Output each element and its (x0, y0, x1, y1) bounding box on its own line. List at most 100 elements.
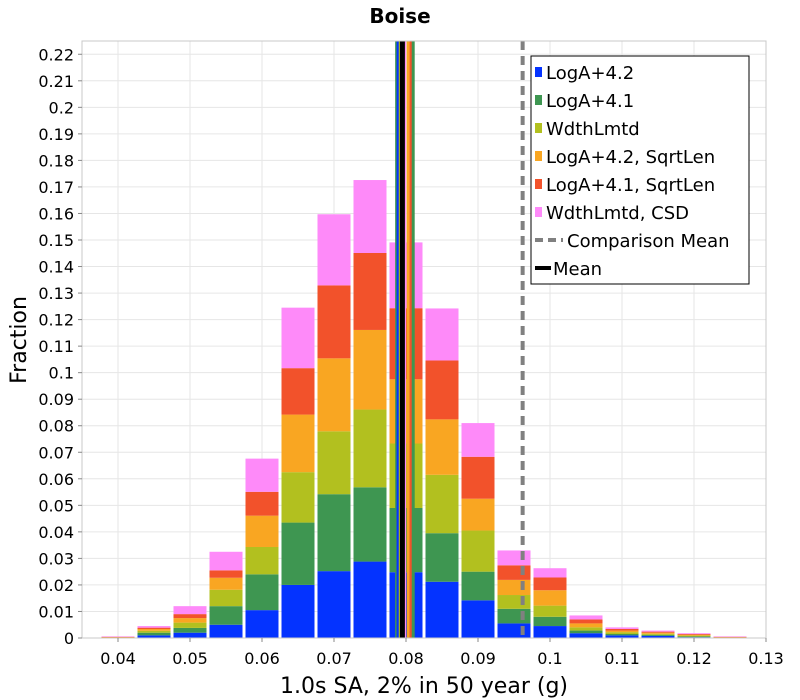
x-tick-label: 0.07 (316, 649, 352, 668)
bar-segment (641, 634, 675, 636)
bar-segment (317, 571, 351, 638)
x-tick-label: 0.11 (604, 649, 640, 668)
legend-label: Mean (553, 259, 602, 280)
mean-lines (395, 41, 525, 638)
y-tick-label: 0.09 (38, 390, 74, 409)
bar-segment (641, 633, 675, 635)
bar-segment (605, 630, 639, 633)
legend-swatch (535, 179, 542, 189)
bar-segment (461, 423, 495, 457)
y-tick-label: 0.1 (49, 364, 74, 383)
bar-segment (281, 307, 315, 369)
bar-segment (281, 414, 315, 473)
bar-segment (209, 589, 243, 607)
bar-segment (605, 635, 639, 638)
bar-segment (605, 627, 639, 629)
bar-segment (677, 633, 711, 635)
chart-title: Boise (369, 4, 430, 28)
legend-label: LogA+4.2 (546, 63, 634, 84)
x-tick-label: 0.06 (244, 649, 280, 668)
bar-segment (317, 431, 351, 495)
bar-segment (533, 577, 567, 591)
legend-label: LogA+4.1 (546, 91, 634, 112)
x-tick-label: 0.04 (100, 649, 136, 668)
y-tick-label: 0.19 (38, 125, 74, 144)
y-tick-label: 0.17 (38, 178, 74, 197)
y-tick-label: 0.21 (38, 72, 74, 91)
bar-segment (677, 634, 711, 635)
y-tick-label: 0.01 (38, 602, 74, 621)
x-tick-label: 0.05 (172, 649, 208, 668)
y-tick-label: 0 (64, 629, 74, 648)
bar-segment (173, 627, 207, 633)
bar-segment (497, 565, 531, 580)
bar-segment (317, 214, 351, 286)
bar-segment (209, 570, 243, 578)
bar-segment (317, 494, 351, 572)
bar-segment (173, 614, 207, 619)
bar-segment (641, 630, 675, 632)
bar-segment (497, 595, 531, 609)
bar-segment (425, 308, 459, 361)
bar-segment (281, 472, 315, 523)
bar-segment (353, 409, 387, 488)
legend-swatch (535, 207, 542, 217)
bar-segment (461, 600, 495, 638)
bar-segment (245, 491, 279, 516)
legend: LogA+4.2 LogA+4.1 WdthLmtd LogA+4.2, SqrtLe… (530, 55, 750, 285)
y-tick-label: 0.13 (38, 284, 74, 303)
y-tick-label: 0.03 (38, 549, 74, 568)
bar-segment (461, 498, 495, 531)
bar-segment (353, 329, 387, 410)
bar-segment (569, 619, 603, 624)
bar-segment (533, 616, 567, 627)
legend-swatch (535, 151, 542, 161)
bar-segment (245, 458, 279, 492)
x-tick-label: 0.12 (676, 649, 712, 668)
plot-frame (81, 40, 767, 639)
legend-label: WdthLmtd (546, 119, 640, 140)
bar-segment (353, 253, 387, 330)
bar-segment (677, 635, 711, 637)
bar-segment (605, 634, 639, 636)
bar-segment (353, 487, 387, 562)
y-tick-label: 0.05 (38, 496, 74, 515)
bar-segment (641, 635, 675, 638)
bar-segment (281, 368, 315, 415)
y-tick-label: 0.07 (38, 443, 74, 462)
bar-segment (533, 626, 567, 638)
bar-segment (173, 606, 207, 615)
bar-segment (245, 546, 279, 575)
y-tick-label: 0.12 (38, 311, 74, 330)
bar-segment (317, 285, 351, 359)
bar-segment (137, 630, 171, 633)
legend-box (530, 55, 750, 285)
bar-segment (209, 624, 243, 638)
bar-segment (173, 632, 207, 638)
bar-segment (569, 630, 603, 634)
bar-segment (425, 533, 459, 582)
legend-swatch (535, 123, 542, 133)
bar-segment (569, 627, 603, 631)
legend-label: WdthLmtd, CSD (546, 203, 689, 224)
bar-segment (569, 615, 603, 620)
bar-segment (677, 636, 711, 638)
y-tick-label: 0.04 (38, 523, 74, 542)
bar-segment (173, 618, 207, 623)
legend-swatch (535, 67, 542, 77)
bar-segment (425, 474, 459, 534)
bars (101, 180, 747, 639)
bar-segment (101, 637, 135, 638)
bar-segment (425, 581, 459, 638)
bar-segment (281, 584, 315, 638)
bar-segment (245, 574, 279, 611)
bar-segment (461, 530, 495, 572)
bar-segment (713, 636, 747, 638)
bar-segment (281, 522, 315, 585)
x-tick-label: 0.13 (748, 649, 784, 668)
bar-segment (317, 358, 351, 432)
bar-segment (461, 456, 495, 499)
bar-segment (497, 550, 531, 566)
bar-segment (137, 635, 171, 638)
